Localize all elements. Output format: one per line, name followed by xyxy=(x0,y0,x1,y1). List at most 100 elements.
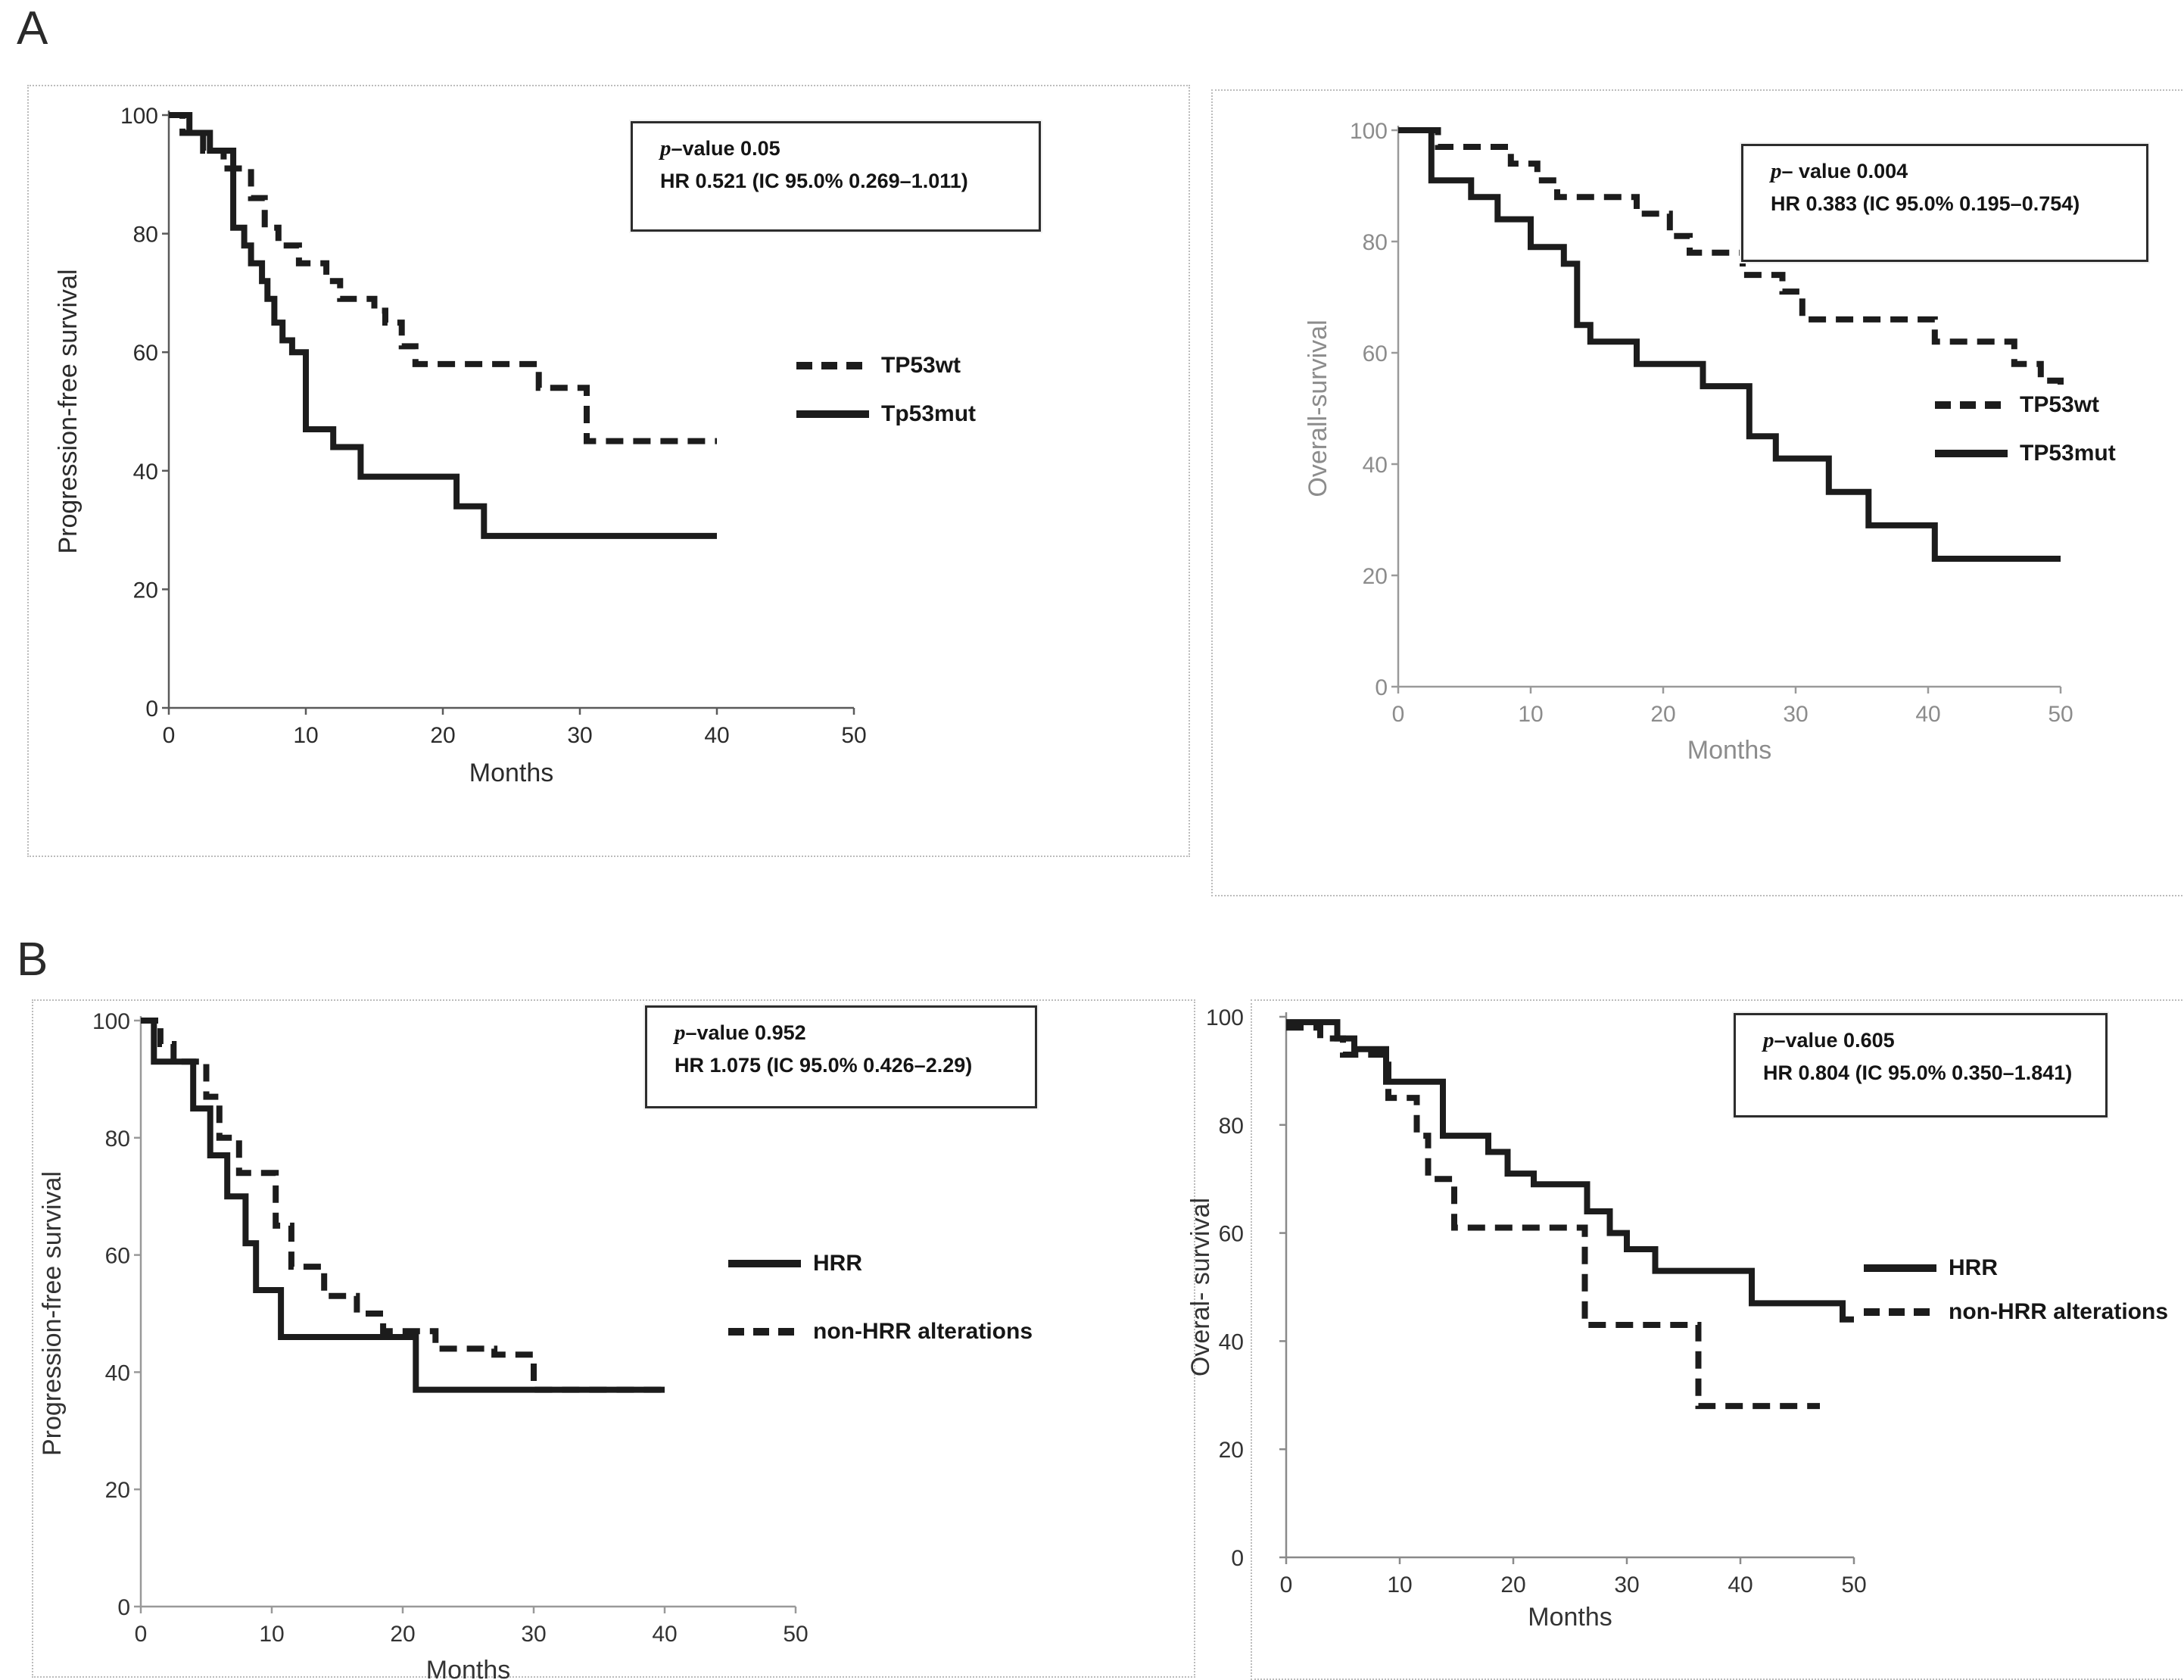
km-chart-b-pfs: 0 10 20 30 40 50 0 20 40 60 80 100 Months Progression… xyxy=(38,1009,808,1680)
svg-text:30: 30 xyxy=(521,1622,546,1647)
svg-text:40: 40 xyxy=(704,723,729,748)
p-value-line: p–value 0.05 xyxy=(660,136,780,161)
svg-text:100: 100 xyxy=(92,1009,130,1034)
legend-item: TP53mut xyxy=(1933,441,2116,466)
svg-text:50: 50 xyxy=(1841,1572,1866,1597)
solid-line-swatch xyxy=(1935,450,2008,457)
legend-item: Tp53mut xyxy=(795,401,976,427)
legend: HRR non-HRR alterations xyxy=(1862,1255,2168,1343)
svg-text:80: 80 xyxy=(1219,1114,1244,1139)
legend-label: TP53mut xyxy=(2020,441,2116,466)
svg-text:Months: Months xyxy=(1528,1603,1612,1632)
svg-text:10: 10 xyxy=(1387,1572,1412,1597)
p-value-line: p–value 0.952 xyxy=(675,1021,806,1045)
legend-label: non-HRR alterations xyxy=(813,1319,1033,1344)
svg-text:0: 0 xyxy=(117,1595,130,1620)
legend-label: TP53wt xyxy=(2020,392,2100,417)
svg-text:20: 20 xyxy=(390,1622,415,1647)
stats-annotation: p– value 0.004 HR 0.383 (IC 95.0% 0.195–… xyxy=(1741,144,2148,262)
p-symbol: p xyxy=(1771,159,1782,183)
svg-text:40: 40 xyxy=(1219,1329,1244,1354)
svg-text:20: 20 xyxy=(430,723,455,748)
svg-text:80: 80 xyxy=(105,1127,130,1152)
svg-text:40: 40 xyxy=(1363,453,1388,478)
svg-text:40: 40 xyxy=(652,1622,677,1647)
svg-text:80: 80 xyxy=(133,223,158,248)
p-symbol: p xyxy=(660,136,671,161)
legend-label: TP53wt xyxy=(881,353,961,378)
p-symbol: p xyxy=(675,1021,686,1045)
legend: TP53wt TP53mut xyxy=(1933,392,2116,489)
svg-text:0: 0 xyxy=(145,697,158,722)
dashed-line-swatch xyxy=(796,362,869,369)
svg-text:10: 10 xyxy=(1518,702,1543,727)
svg-text:80: 80 xyxy=(1363,230,1388,255)
svg-text:0: 0 xyxy=(1280,1572,1293,1597)
svg-text:20: 20 xyxy=(133,578,158,603)
svg-text:40: 40 xyxy=(133,460,158,485)
panel-a-pfs: 0 10 20 30 40 50 0 20 40 60 80 100 Months Progression… xyxy=(27,85,1190,857)
svg-text:60: 60 xyxy=(133,341,158,366)
svg-text:0: 0 xyxy=(135,1622,148,1647)
svg-text:Overal- survival: Overal- survival xyxy=(1186,1198,1215,1376)
svg-text:60: 60 xyxy=(1219,1222,1244,1247)
hazard-ratio-line: HR 0.521 (IC 95.0% 0.269–1.011) xyxy=(660,170,968,192)
legend-label: HRR xyxy=(1949,1255,1998,1280)
p-symbol: p xyxy=(1763,1028,1774,1052)
legend-item: HRR xyxy=(727,1251,1033,1276)
svg-text:60: 60 xyxy=(1363,341,1388,366)
hazard-ratio-line: HR 0.383 (IC 95.0% 0.195–0.754) xyxy=(1771,192,2080,215)
legend: HRR non-HRR alterations xyxy=(727,1251,1033,1387)
dashed-line-swatch xyxy=(728,1328,801,1336)
svg-text:0: 0 xyxy=(1375,675,1388,700)
svg-text:30: 30 xyxy=(1783,702,1808,727)
svg-text:20: 20 xyxy=(1500,1572,1525,1597)
stats-annotation: p–value 0.05 HR 0.521 (IC 95.0% 0.269–1.… xyxy=(631,121,1041,232)
legend-label: Tp53mut xyxy=(881,401,977,426)
svg-text:100: 100 xyxy=(120,104,158,129)
svg-text:20: 20 xyxy=(1363,564,1388,589)
svg-text:50: 50 xyxy=(841,723,866,748)
svg-text:100: 100 xyxy=(1206,1005,1244,1030)
svg-text:50: 50 xyxy=(783,1622,808,1647)
svg-text:10: 10 xyxy=(293,723,318,748)
svg-text:40: 40 xyxy=(1915,702,1940,727)
legend-label: HRR xyxy=(813,1251,862,1276)
svg-text:10: 10 xyxy=(259,1622,284,1647)
section-label-a: A xyxy=(17,2,48,55)
svg-text:30: 30 xyxy=(567,723,592,748)
svg-text:0: 0 xyxy=(1231,1546,1244,1571)
hazard-ratio-line: HR 1.075 (IC 95.0% 0.426–2.29) xyxy=(675,1054,973,1077)
svg-text:100: 100 xyxy=(1350,119,1388,144)
legend-item: HRR xyxy=(1862,1255,2168,1281)
svg-text:Overall-survival: Overall-survival xyxy=(1304,319,1332,497)
km-chart-a-os: 0 10 20 30 40 50 0 20 40 60 80 100 Months Overall-sur… xyxy=(1304,119,2073,765)
p-value-line: p– value 0.004 xyxy=(1771,159,1908,183)
stats-annotation: p–value 0.605 HR 0.804 (IC 95.0% 0.350–1… xyxy=(1734,1013,2108,1117)
svg-text:40: 40 xyxy=(1728,1572,1752,1597)
svg-text:Progression-free survival: Progression-free survival xyxy=(38,1171,67,1456)
km-chart-b-os: 0 10 20 30 40 50 0 20 40 60 80 100 Months Overal- sur… xyxy=(1186,1005,1867,1632)
panel-a-os: 0 10 20 30 40 50 0 20 40 60 80 100 Months Overall-sur… xyxy=(1211,89,2184,896)
stats-annotation: p–value 0.952 HR 1.075 (IC 95.0% 0.426–2… xyxy=(645,1005,1037,1108)
svg-text:20: 20 xyxy=(1219,1438,1244,1463)
svg-text:Months: Months xyxy=(1687,736,1772,765)
svg-text:0: 0 xyxy=(1392,702,1405,727)
legend-item: non-HRR alterations xyxy=(1862,1299,2168,1325)
legend-label: non-HRR alterations xyxy=(1949,1299,2169,1324)
svg-text:30: 30 xyxy=(1614,1572,1639,1597)
svg-text:20: 20 xyxy=(1650,702,1675,727)
solid-line-swatch xyxy=(796,410,869,418)
solid-line-swatch xyxy=(728,1260,801,1267)
dashed-line-swatch xyxy=(1864,1308,1936,1316)
legend-item: TP53wt xyxy=(795,353,976,379)
svg-text:50: 50 xyxy=(2048,702,2073,727)
svg-text:0: 0 xyxy=(163,723,176,748)
section-label-b: B xyxy=(17,934,48,986)
svg-text:40: 40 xyxy=(105,1361,130,1385)
svg-text:Months: Months xyxy=(426,1656,511,1680)
svg-text:20: 20 xyxy=(105,1478,130,1503)
km-chart-a-pfs: 0 10 20 30 40 50 0 20 40 60 80 100 Months Progression… xyxy=(54,104,867,787)
legend: TP53wt Tp53mut xyxy=(795,353,976,450)
